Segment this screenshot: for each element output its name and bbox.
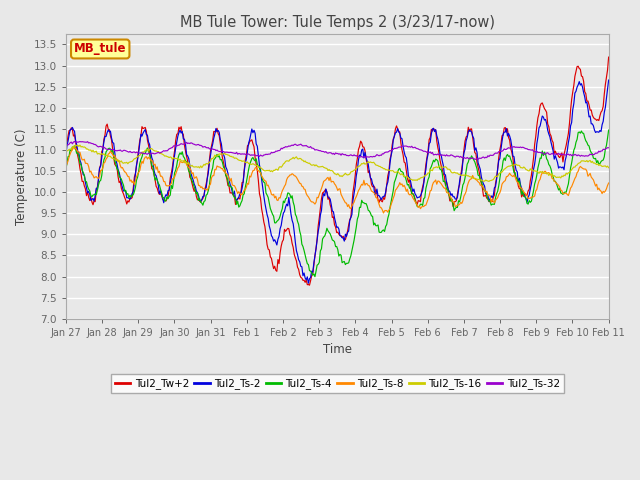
- Line: Tul2_Ts-2: Tul2_Ts-2: [66, 80, 609, 283]
- Tul2_Ts-16: [356, 162, 364, 168]
- Tul2_Tw+2: [321, 188, 328, 193]
- Tul2_Ts-8: [594, 187, 602, 192]
- Tul2_Ts-32: [386, 148, 394, 154]
- Text: MB_tule: MB_tule: [74, 43, 127, 56]
- Tul2_Ts-2: [305, 280, 312, 286]
- Tul2_Ts-2: [605, 77, 612, 83]
- Tul2_Ts-16: [605, 165, 612, 170]
- Tul2_Ts-4: [356, 204, 364, 210]
- Tul2_Ts-16: [594, 161, 602, 167]
- Line: Tul2_Ts-16: Tul2_Ts-16: [66, 145, 609, 181]
- Tul2_Tw+2: [593, 118, 600, 123]
- Tul2_Ts-8: [356, 183, 364, 189]
- Tul2_Ts-4: [386, 204, 394, 210]
- Tul2_Tw+2: [62, 144, 70, 150]
- Tul2_Ts-8: [387, 202, 395, 207]
- Y-axis label: Temperature (C): Temperature (C): [15, 128, 28, 225]
- Tul2_Ts-2: [508, 144, 516, 149]
- Tul2_Ts-2: [62, 154, 70, 159]
- Tul2_Ts-32: [70, 139, 78, 144]
- Tul2_Ts-2: [324, 194, 332, 200]
- Tul2_Ts-16: [386, 168, 394, 173]
- Tul2_Ts-32: [356, 154, 364, 160]
- Tul2_Ts-32: [605, 145, 612, 151]
- Tul2_Ts-16: [62, 149, 70, 155]
- Tul2_Ts-4: [62, 166, 70, 172]
- Tul2_Ts-32: [509, 144, 516, 150]
- Tul2_Ts-32: [62, 142, 70, 148]
- Tul2_Ts-8: [70, 144, 77, 149]
- Tul2_Ts-16: [509, 162, 516, 168]
- Tul2_Ts-4: [311, 274, 319, 279]
- Line: Tul2_Ts-8: Tul2_Ts-8: [66, 146, 609, 213]
- Tul2_Ts-16: [485, 179, 493, 184]
- Tul2_Ts-4: [321, 233, 328, 239]
- Tul2_Tw+2: [306, 282, 314, 288]
- X-axis label: Time: Time: [323, 343, 352, 356]
- Tul2_Ts-32: [321, 149, 328, 155]
- Tul2_Ts-8: [321, 178, 328, 183]
- Line: Tul2_Ts-4: Tul2_Ts-4: [66, 130, 609, 276]
- Tul2_Ts-4: [605, 127, 612, 133]
- Title: MB Tule Tower: Tule Temps 2 (3/23/17-now): MB Tule Tower: Tule Temps 2 (3/23/17-now…: [180, 15, 495, 30]
- Tul2_Ts-2: [321, 193, 328, 199]
- Tul2_Ts-32: [594, 150, 602, 156]
- Tul2_Tw+2: [386, 156, 394, 162]
- Tul2_Ts-4: [324, 228, 332, 234]
- Tul2_Ts-16: [321, 165, 328, 171]
- Tul2_Tw+2: [324, 196, 332, 202]
- Tul2_Tw+2: [605, 54, 612, 60]
- Tul2_Ts-16: [324, 168, 332, 173]
- Tul2_Ts-8: [324, 175, 332, 180]
- Tul2_Tw+2: [508, 149, 516, 155]
- Tul2_Ts-2: [356, 153, 364, 159]
- Legend: Tul2_Tw+2, Tul2_Ts-2, Tul2_Ts-4, Tul2_Ts-8, Tul2_Ts-16, Tul2_Ts-32: Tul2_Tw+2, Tul2_Ts-2, Tul2_Ts-4, Tul2_Ts…: [111, 374, 564, 393]
- Tul2_Ts-2: [593, 129, 600, 134]
- Tul2_Ts-8: [605, 180, 612, 186]
- Tul2_Ts-32: [474, 156, 482, 162]
- Tul2_Ts-16: [76, 142, 84, 148]
- Tul2_Ts-4: [508, 159, 516, 165]
- Tul2_Ts-4: [593, 160, 600, 166]
- Tul2_Ts-8: [380, 210, 387, 216]
- Tul2_Ts-8: [62, 163, 70, 168]
- Tul2_Ts-8: [509, 174, 516, 180]
- Line: Tul2_Tw+2: Tul2_Tw+2: [66, 57, 609, 285]
- Tul2_Ts-32: [324, 150, 332, 156]
- Tul2_Ts-2: [386, 160, 394, 166]
- Tul2_Tw+2: [356, 138, 364, 144]
- Line: Tul2_Ts-32: Tul2_Ts-32: [66, 142, 609, 159]
